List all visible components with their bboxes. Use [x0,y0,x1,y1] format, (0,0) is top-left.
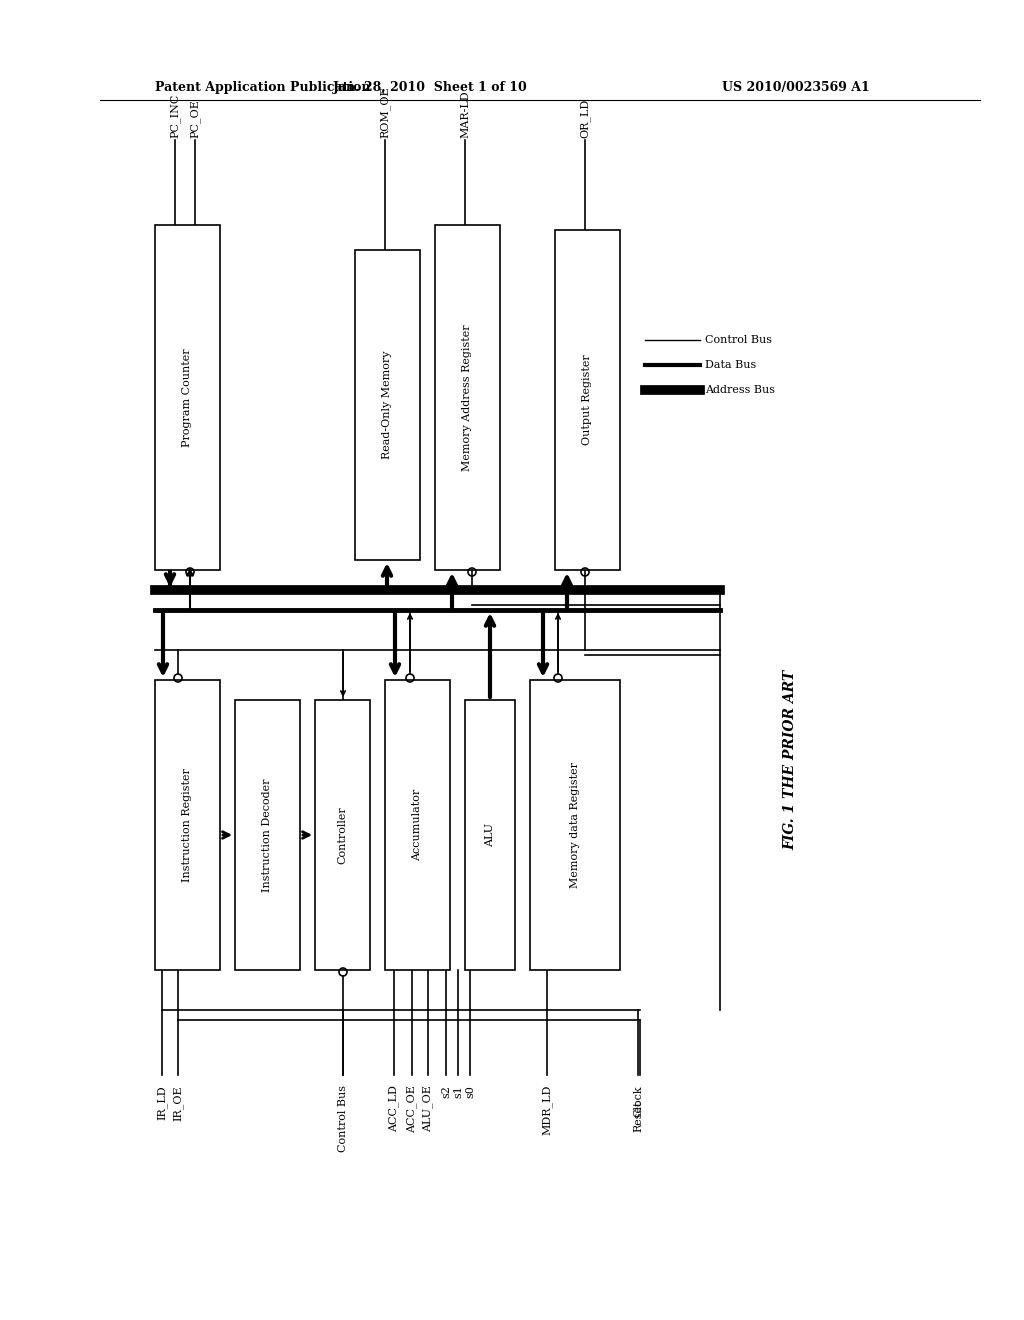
Text: Controller: Controller [338,807,347,863]
Text: Reset: Reset [633,1100,643,1131]
Text: IR_OE: IR_OE [173,1085,183,1121]
Text: IR_LD: IR_LD [157,1085,167,1119]
Text: FIG. 1 THE PRIOR ART: FIG. 1 THE PRIOR ART [783,669,797,850]
Bar [385,680,450,970]
Text: ACC_OE: ACC_OE [407,1085,418,1133]
Bar [234,700,300,970]
Text: Control Bus: Control Bus [338,1085,348,1152]
Text: Read-Only Memory: Read-Only Memory [383,351,392,459]
Text: Data Bus: Data Bus [705,360,757,370]
Text: Program Counter: Program Counter [182,348,193,446]
Text: PC_INC: PC_INC [170,94,180,139]
Text: ALU: ALU [485,822,495,847]
Text: Instruction Decoder: Instruction Decoder [262,779,272,892]
Text: Memory Address Register: Memory Address Register [463,325,472,471]
Text: PC_OE: PC_OE [189,99,201,139]
Text: Jan. 28, 2010  Sheet 1 of 10: Jan. 28, 2010 Sheet 1 of 10 [333,82,527,95]
Bar [435,224,500,570]
Text: MDR_LD: MDR_LD [542,1085,552,1135]
Bar [155,224,220,570]
Text: s2: s2 [441,1085,451,1098]
Bar [355,249,420,560]
Text: s1: s1 [453,1085,463,1098]
Text: Accumulator: Accumulator [413,789,423,861]
Text: Clock: Clock [633,1085,643,1117]
Text: US 2010/0023569 A1: US 2010/0023569 A1 [722,82,870,95]
Bar [315,700,370,970]
Text: ALU_OE: ALU_OE [423,1085,433,1131]
Text: ROM_OE: ROM_OE [380,86,390,139]
Text: MAR-LD: MAR-LD [460,90,470,139]
Text: Output Register: Output Register [583,355,593,445]
Text: Address Bus: Address Bus [705,385,775,395]
Bar [465,700,515,970]
Text: Instruction Register: Instruction Register [182,768,193,882]
Text: ACC_LD: ACC_LD [389,1085,399,1131]
Text: Patent Application Publication: Patent Application Publication [155,82,371,95]
Text: Memory data Register: Memory data Register [570,762,580,888]
Bar [155,680,220,970]
Bar [530,680,620,970]
Text: OR_LD: OR_LD [580,99,591,139]
Text: Control Bus: Control Bus [705,335,772,345]
Text: s0: s0 [465,1085,475,1098]
Bar [555,230,620,570]
